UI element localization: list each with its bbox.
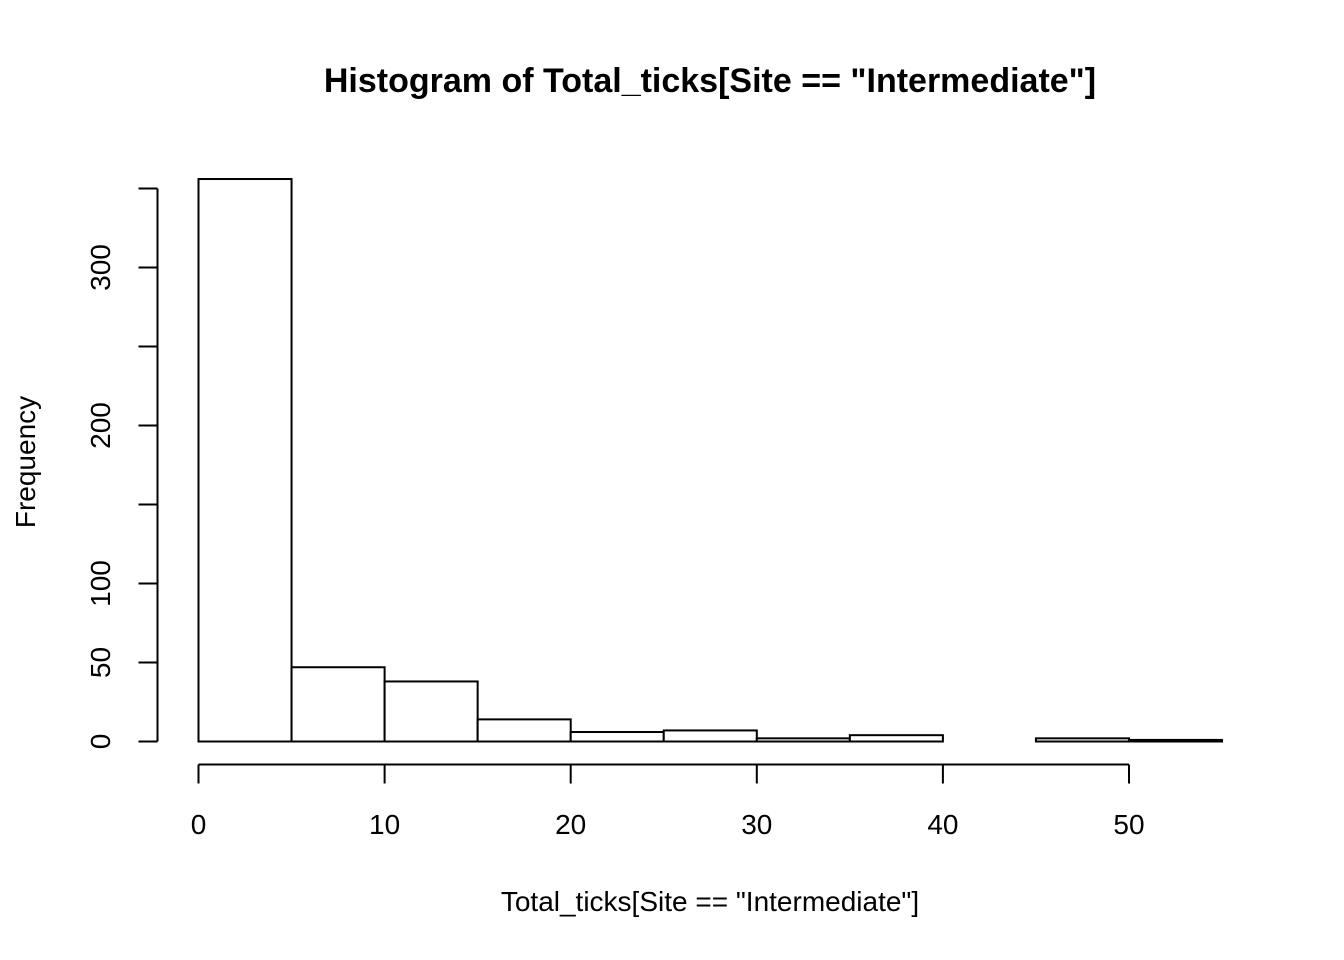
x-axis: 0 10 20 30 40 50 [191,763,1145,840]
histogram-bar-50-55 [1128,738,1224,743]
y-tick-label: 200 [85,402,116,449]
histogram-bar-30-35 [755,737,851,743]
histogram-bar-15-20 [476,718,572,743]
x-tick-label: 40 [927,809,958,840]
histogram-bar-20-25 [569,731,665,743]
x-tick-label: 0 [191,809,207,840]
y-tick-label: 100 [85,560,116,607]
y-tick-label: 0 [85,734,116,750]
histogram-bar-35-40 [848,734,944,743]
x-tick-label: 30 [741,809,772,840]
y-axis: 0 50 100 200 300 [85,187,159,750]
histogram-bar-25-30 [662,729,758,743]
histogram-bar-10-15 [383,680,479,743]
bars-group [197,178,1224,743]
x-tick-label: 10 [369,809,400,840]
y-axis-label: Frequency [10,396,41,528]
x-tick-label: 20 [555,809,586,840]
x-tick-label: 50 [1113,809,1144,840]
histogram-bar-0-5 [197,178,293,743]
x-axis-label: Total_ticks[Site == "Intermediate"] [501,886,919,917]
y-tick-label: 50 [85,647,116,678]
histogram-bar-5-10 [290,666,386,743]
y-tick-label: 300 [85,244,116,291]
chart-title: Histogram of Total_ticks[Site == "Interm… [324,62,1096,100]
histogram-bar-45-50 [1034,737,1130,743]
